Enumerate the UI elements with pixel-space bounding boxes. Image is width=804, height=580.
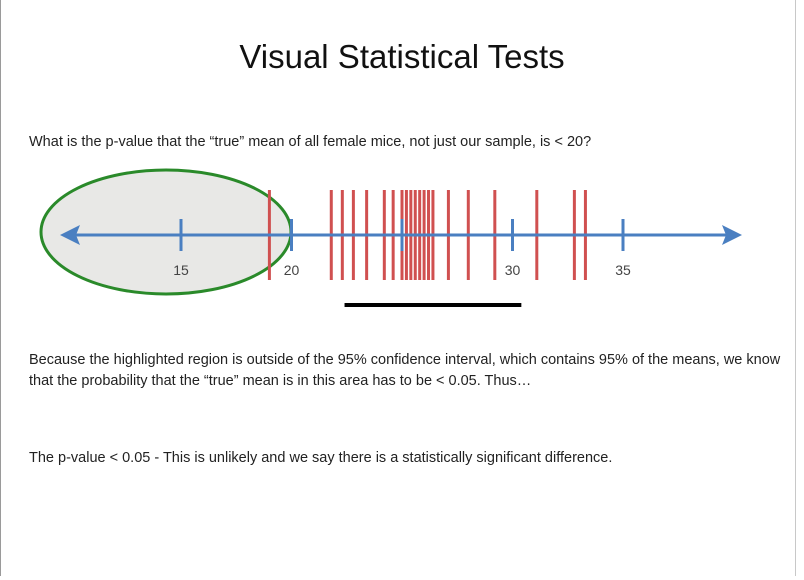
confidence-interval-bar (344, 303, 522, 307)
tick-label: 15 (173, 262, 189, 278)
arrow-left-icon (60, 225, 80, 245)
tick-label: 35 (615, 262, 631, 278)
axis-ticks-group: 15 20 30 35 (173, 219, 631, 278)
explanation-text: Because the highlighted region is outsid… (29, 352, 781, 389)
number-line-diagram: 15 20 30 35 (39, 168, 742, 307)
slide-title: Visual Statistical Tests (239, 38, 565, 75)
conclusion-text: The p-value < 0.05 - This is unlikely an… (29, 450, 613, 466)
tick-label: 20 (284, 262, 300, 278)
arrow-right-icon (722, 225, 742, 245)
question-text: What is the p-value that the “true” mean… (29, 134, 592, 150)
highlighted-region-ellipse (39, 168, 293, 296)
tick-label: 30 (505, 262, 521, 278)
